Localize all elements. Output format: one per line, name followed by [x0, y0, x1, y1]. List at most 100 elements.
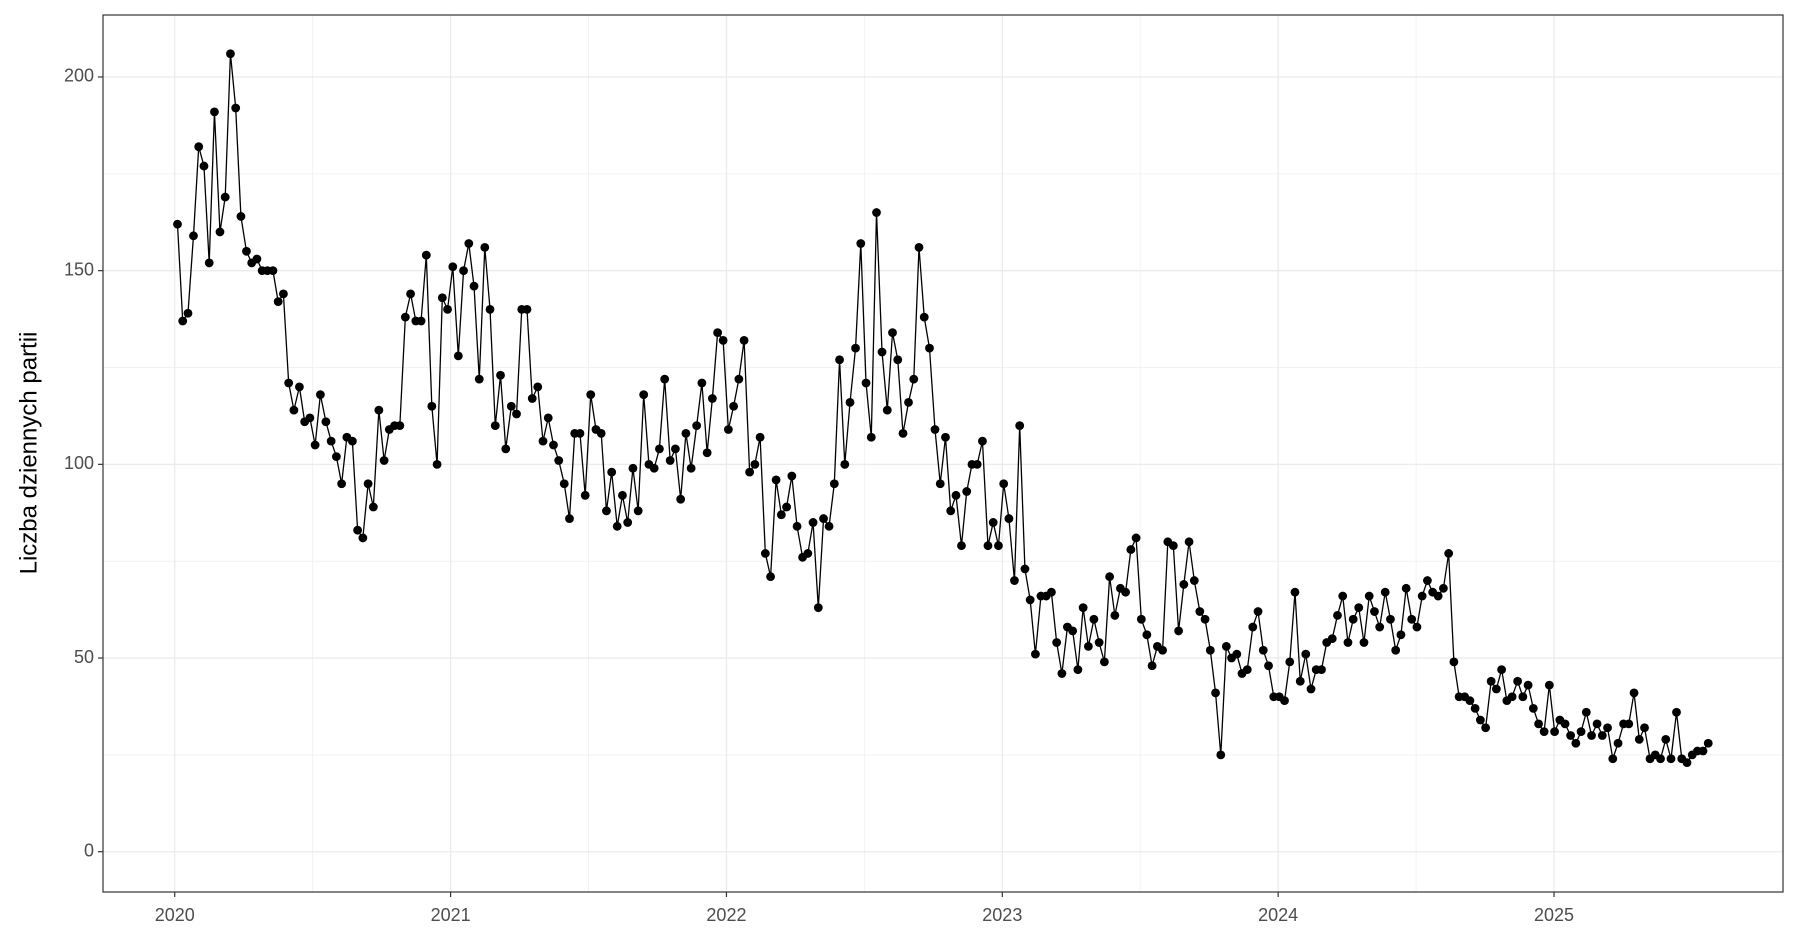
- point: [792, 521, 802, 531]
- point: [485, 304, 495, 314]
- point: [861, 378, 871, 388]
- point: [512, 409, 521, 419]
- point: [1280, 696, 1289, 706]
- point: [1205, 645, 1215, 655]
- point: [543, 413, 553, 423]
- point: [215, 227, 225, 237]
- point: [660, 374, 670, 384]
- point: [951, 490, 961, 500]
- point: [803, 549, 813, 558]
- point: [1581, 707, 1591, 717]
- point: [914, 243, 924, 252]
- point: [1486, 676, 1496, 686]
- point: [1513, 676, 1523, 686]
- point: [1189, 576, 1199, 585]
- point: [655, 444, 664, 454]
- point: [1465, 696, 1475, 706]
- point: [379, 456, 389, 465]
- point: [1672, 707, 1681, 717]
- point: [919, 312, 929, 322]
- point: [612, 521, 622, 531]
- point: [771, 475, 781, 485]
- point: [1110, 611, 1120, 620]
- point: [178, 316, 188, 326]
- point: [1211, 688, 1220, 698]
- point: [226, 49, 235, 59]
- point: [273, 297, 283, 307]
- point: [337, 479, 347, 489]
- point: [421, 250, 431, 260]
- point: [1136, 614, 1146, 624]
- point: [289, 405, 299, 415]
- point: [236, 212, 246, 221]
- plot-border: [102, 14, 1784, 893]
- point: [983, 541, 993, 551]
- point: [1253, 607, 1263, 616]
- point: [575, 428, 585, 438]
- y-tick-label: 200: [64, 66, 94, 86]
- point: [1370, 607, 1379, 616]
- point: [1523, 680, 1533, 690]
- point: [782, 502, 791, 512]
- point: [1248, 622, 1258, 632]
- y-tick-label: 0: [84, 840, 94, 860]
- point: [448, 262, 458, 272]
- point: [363, 479, 373, 489]
- point: [183, 308, 193, 318]
- point: [1327, 634, 1337, 644]
- point: [1359, 638, 1369, 647]
- point: [416, 316, 426, 326]
- point: [909, 374, 919, 384]
- point: [1348, 614, 1358, 624]
- point: [252, 254, 262, 264]
- point: [882, 405, 892, 415]
- point: [1481, 723, 1491, 733]
- point: [1439, 583, 1448, 593]
- x-tick-label: 2021: [431, 905, 471, 925]
- point: [1391, 645, 1401, 655]
- point: [628, 463, 638, 473]
- point: [962, 487, 972, 496]
- point: [1401, 583, 1411, 593]
- point: [1613, 738, 1623, 748]
- point: [580, 490, 590, 500]
- point: [1052, 638, 1062, 647]
- point: [999, 479, 1009, 489]
- point: [872, 208, 881, 217]
- point: [533, 382, 543, 392]
- point: [994, 541, 1003, 551]
- point: [395, 421, 405, 431]
- point: [1666, 754, 1676, 764]
- point: [596, 428, 606, 438]
- point: [268, 266, 278, 276]
- point: [957, 541, 966, 551]
- point: [1539, 727, 1549, 737]
- point: [845, 397, 855, 407]
- point: [480, 243, 490, 252]
- point: [1475, 715, 1485, 725]
- point: [739, 335, 749, 345]
- y-tick-label: 100: [64, 453, 94, 473]
- point: [199, 161, 209, 171]
- point: [1015, 421, 1025, 431]
- point: [676, 494, 686, 504]
- point: [1470, 703, 1480, 713]
- point: [1073, 665, 1083, 675]
- point: [501, 444, 511, 454]
- point: [347, 436, 357, 446]
- point: [935, 479, 945, 489]
- point: [925, 343, 934, 353]
- point: [1375, 622, 1385, 632]
- point: [1343, 638, 1353, 647]
- point: [1698, 746, 1708, 756]
- point: [1338, 591, 1348, 601]
- point: [427, 401, 437, 411]
- point: [1010, 576, 1019, 585]
- point: [1290, 587, 1300, 597]
- point: [189, 231, 198, 241]
- point: [840, 459, 850, 469]
- point: [1491, 684, 1501, 694]
- point: [1317, 665, 1326, 675]
